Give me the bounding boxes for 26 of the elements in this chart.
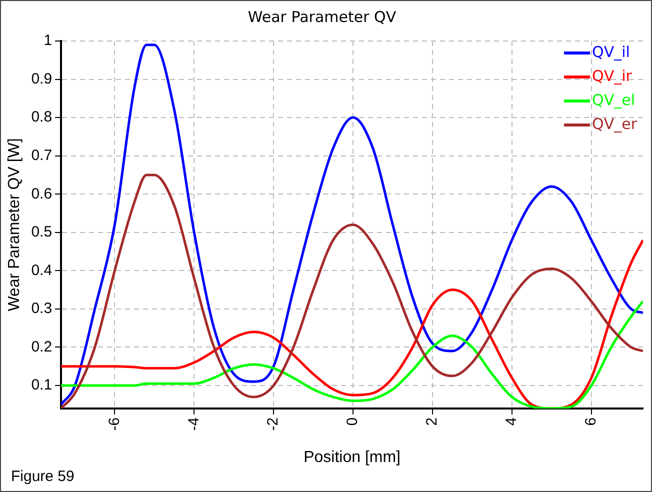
- legend-label: QV_er: [592, 114, 638, 133]
- x-tick-label: -6: [106, 417, 123, 431]
- x-axis-title: Position [mm]: [304, 448, 400, 466]
- y-tick-label: 0.6: [31, 185, 52, 202]
- x-tick-label: 0: [344, 417, 362, 426]
- y-tick-label: 0.3: [31, 300, 52, 318]
- y-tick-label: 0.1: [31, 376, 52, 394]
- legend-label: QV_il: [592, 42, 630, 61]
- x-tick-label: 4: [503, 417, 520, 426]
- y-tick-label: 0.8: [31, 108, 52, 126]
- y-tick-label: 0.7: [31, 146, 52, 164]
- caption: Figure 59: [11, 468, 74, 485]
- x-tick-label: 2: [424, 417, 441, 426]
- chart-title: Wear Parameter QV: [248, 8, 397, 26]
- legend-label: QV_ir: [592, 66, 633, 85]
- line-series: [61, 44, 643, 406]
- y-tick-label: 0.4: [31, 262, 52, 279]
- y-axis-title: Wear Parameter QV [W]: [6, 138, 24, 312]
- y-tick-label: 0.5: [31, 224, 52, 241]
- x-tick-label: -4: [185, 417, 202, 431]
- x-tick-label: 6: [582, 417, 600, 426]
- y-tick-label: 1: [44, 32, 52, 50]
- x-tick-label: -2: [264, 417, 282, 431]
- y-tick-label: 0.2: [31, 338, 52, 356]
- legend-label: QV_el: [592, 90, 636, 109]
- y-tick-label: 0.9: [31, 70, 52, 88]
